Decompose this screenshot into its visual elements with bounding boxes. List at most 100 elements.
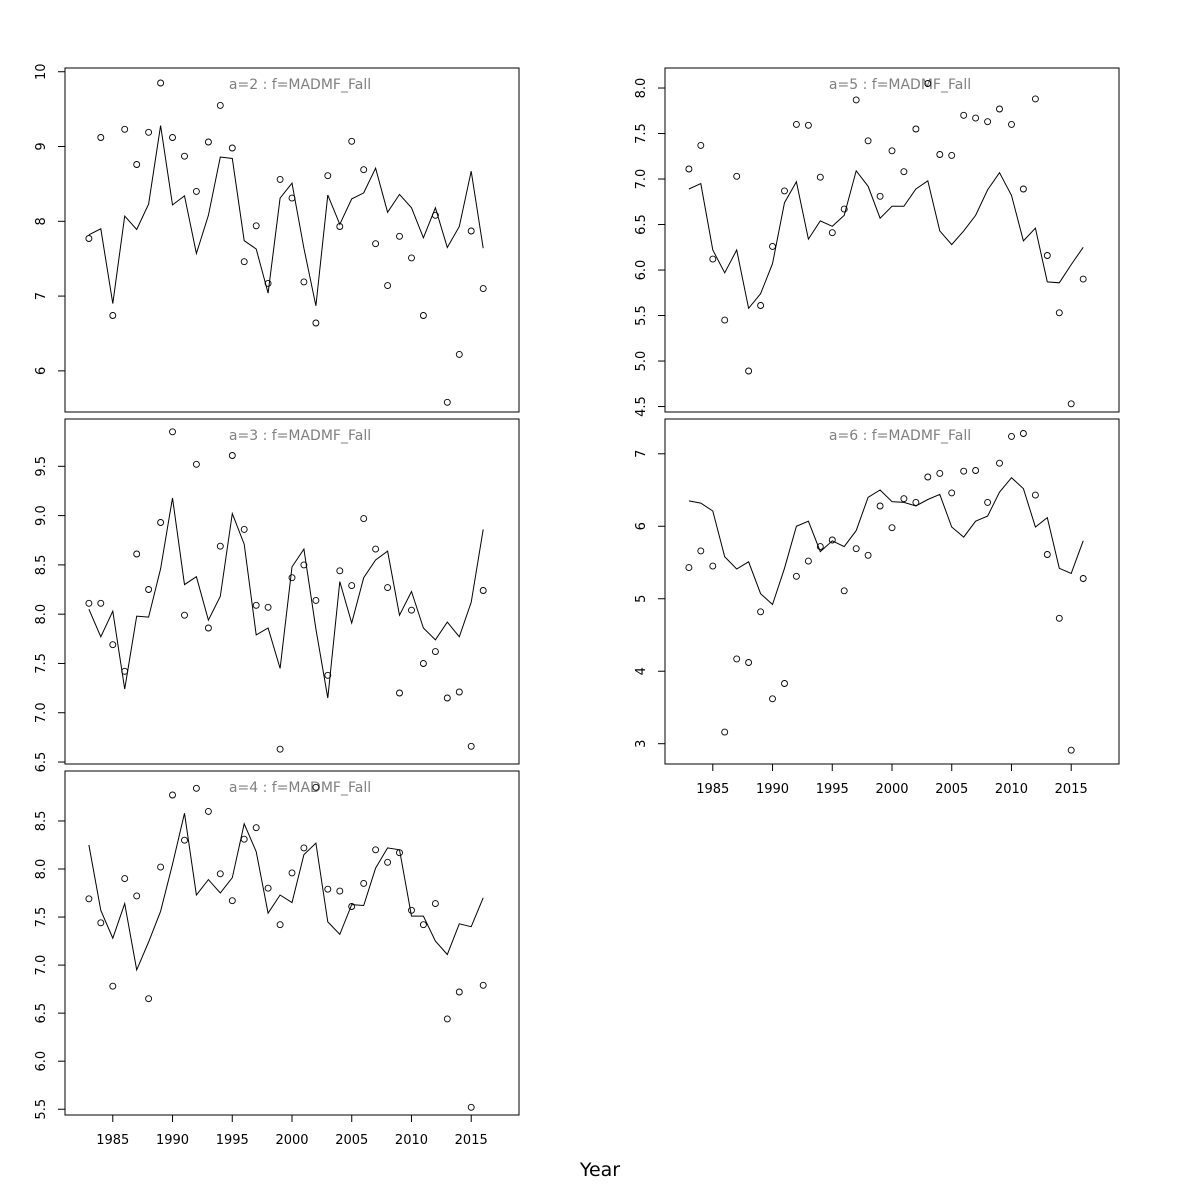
observed-point <box>372 545 380 553</box>
observed-point <box>721 728 729 736</box>
observed-point <box>467 742 475 750</box>
observed-point <box>408 906 415 914</box>
observed-point <box>840 205 848 213</box>
y-tick-label: 5.5 <box>634 305 649 326</box>
x-tick-label: 2015 <box>455 1133 488 1148</box>
observed-point <box>685 564 693 572</box>
panel-frame <box>64 770 520 1116</box>
y-tick-label: 4 <box>634 667 649 675</box>
x-tick-label: 2000 <box>875 782 908 797</box>
panel-title: a=6 : f=MADMF_Fall <box>829 428 971 444</box>
observed-point <box>157 863 165 871</box>
observed-point <box>888 147 896 155</box>
observed-point <box>228 897 236 905</box>
observed-point <box>431 900 439 908</box>
observed-point <box>852 96 860 104</box>
observed-point <box>336 887 344 895</box>
observed-point <box>348 137 356 145</box>
observed-point <box>1055 309 1063 317</box>
observed-point <box>781 680 788 687</box>
x-tick-label: 1995 <box>816 782 849 797</box>
observed-point <box>888 524 896 532</box>
observed-point <box>288 869 296 877</box>
observed-point <box>745 659 753 666</box>
y-tick-label: 7 <box>634 450 649 458</box>
observed-point <box>769 695 776 703</box>
x-tick-label: 1995 <box>216 1133 249 1148</box>
y-tick-label: 6.0 <box>34 1051 49 1072</box>
y-tick-label: 8.0 <box>634 78 649 99</box>
observed-point <box>996 459 1003 467</box>
panel-frame <box>64 67 520 413</box>
observed-point <box>804 121 812 129</box>
observed-point <box>360 879 368 887</box>
y-tick-label: 5.5 <box>34 1099 49 1120</box>
observed-point <box>109 982 117 990</box>
observed-point <box>1019 430 1027 437</box>
observed-point <box>228 144 236 152</box>
observed-point <box>479 587 487 594</box>
observed-point <box>912 498 920 506</box>
observed-point <box>1043 551 1051 558</box>
observed-point <box>360 166 368 174</box>
observed-point <box>324 172 332 180</box>
observed-point <box>804 557 812 565</box>
observed-point <box>948 489 956 497</box>
observed-point <box>709 255 717 263</box>
observed-point <box>169 134 176 141</box>
observed-point <box>288 194 296 202</box>
observed-point <box>204 624 212 632</box>
observed-point <box>419 312 427 319</box>
observed-point <box>157 519 165 526</box>
observed-point <box>948 151 956 159</box>
observed-point <box>936 151 944 158</box>
observed-point <box>443 1015 451 1023</box>
observed-point <box>181 152 188 160</box>
observed-point <box>792 120 800 128</box>
observed-point <box>467 1103 475 1111</box>
observed-point <box>408 606 415 614</box>
observed-point <box>97 919 105 927</box>
observed-point <box>276 921 284 929</box>
y-tick-label: 6.5 <box>34 1003 49 1024</box>
observed-point <box>216 870 224 878</box>
observed-point <box>109 312 117 319</box>
y-tick-label: 5 <box>634 595 649 603</box>
observed-point <box>169 428 176 436</box>
observed-point <box>864 137 872 145</box>
observed-point <box>757 608 765 616</box>
observed-point <box>697 547 705 555</box>
observed-point <box>876 502 884 510</box>
observed-point <box>1019 185 1027 193</box>
observed-point <box>733 655 741 663</box>
observed-point <box>240 835 248 843</box>
y-tick-label: 4.5 <box>634 396 649 417</box>
observed-point <box>996 105 1003 113</box>
x-tick-label: 1990 <box>756 782 789 797</box>
x-tick-label: 2015 <box>1055 782 1088 797</box>
observed-point <box>384 584 392 592</box>
observed-point <box>312 319 320 327</box>
y-tick-label: 7 <box>34 292 49 300</box>
panel-1: a=2 : f=MADMF_Fall 6 7 8 9 10 <box>34 63 520 413</box>
observed-point <box>348 903 356 910</box>
observed-point <box>288 574 296 582</box>
observed-point <box>479 285 487 293</box>
observed-point <box>757 302 765 309</box>
observed-point <box>900 168 908 176</box>
y-tick-label: 7.5 <box>34 653 49 674</box>
observed-point <box>408 254 415 262</box>
observed-point <box>479 981 487 989</box>
y-tick-label: 7.0 <box>634 169 649 190</box>
predicted-series-line <box>688 476 1084 606</box>
observed-point <box>1079 275 1087 283</box>
observed-point <box>324 671 332 679</box>
predicted-series-line <box>88 813 484 972</box>
y-tick-label: 8.0 <box>34 859 49 880</box>
observed-point <box>936 469 944 477</box>
panel-title: a=2 : f=MADMF_Fall <box>229 77 371 93</box>
observed-point <box>312 783 320 791</box>
observed-point <box>145 995 153 1003</box>
observed-point <box>1008 432 1015 440</box>
